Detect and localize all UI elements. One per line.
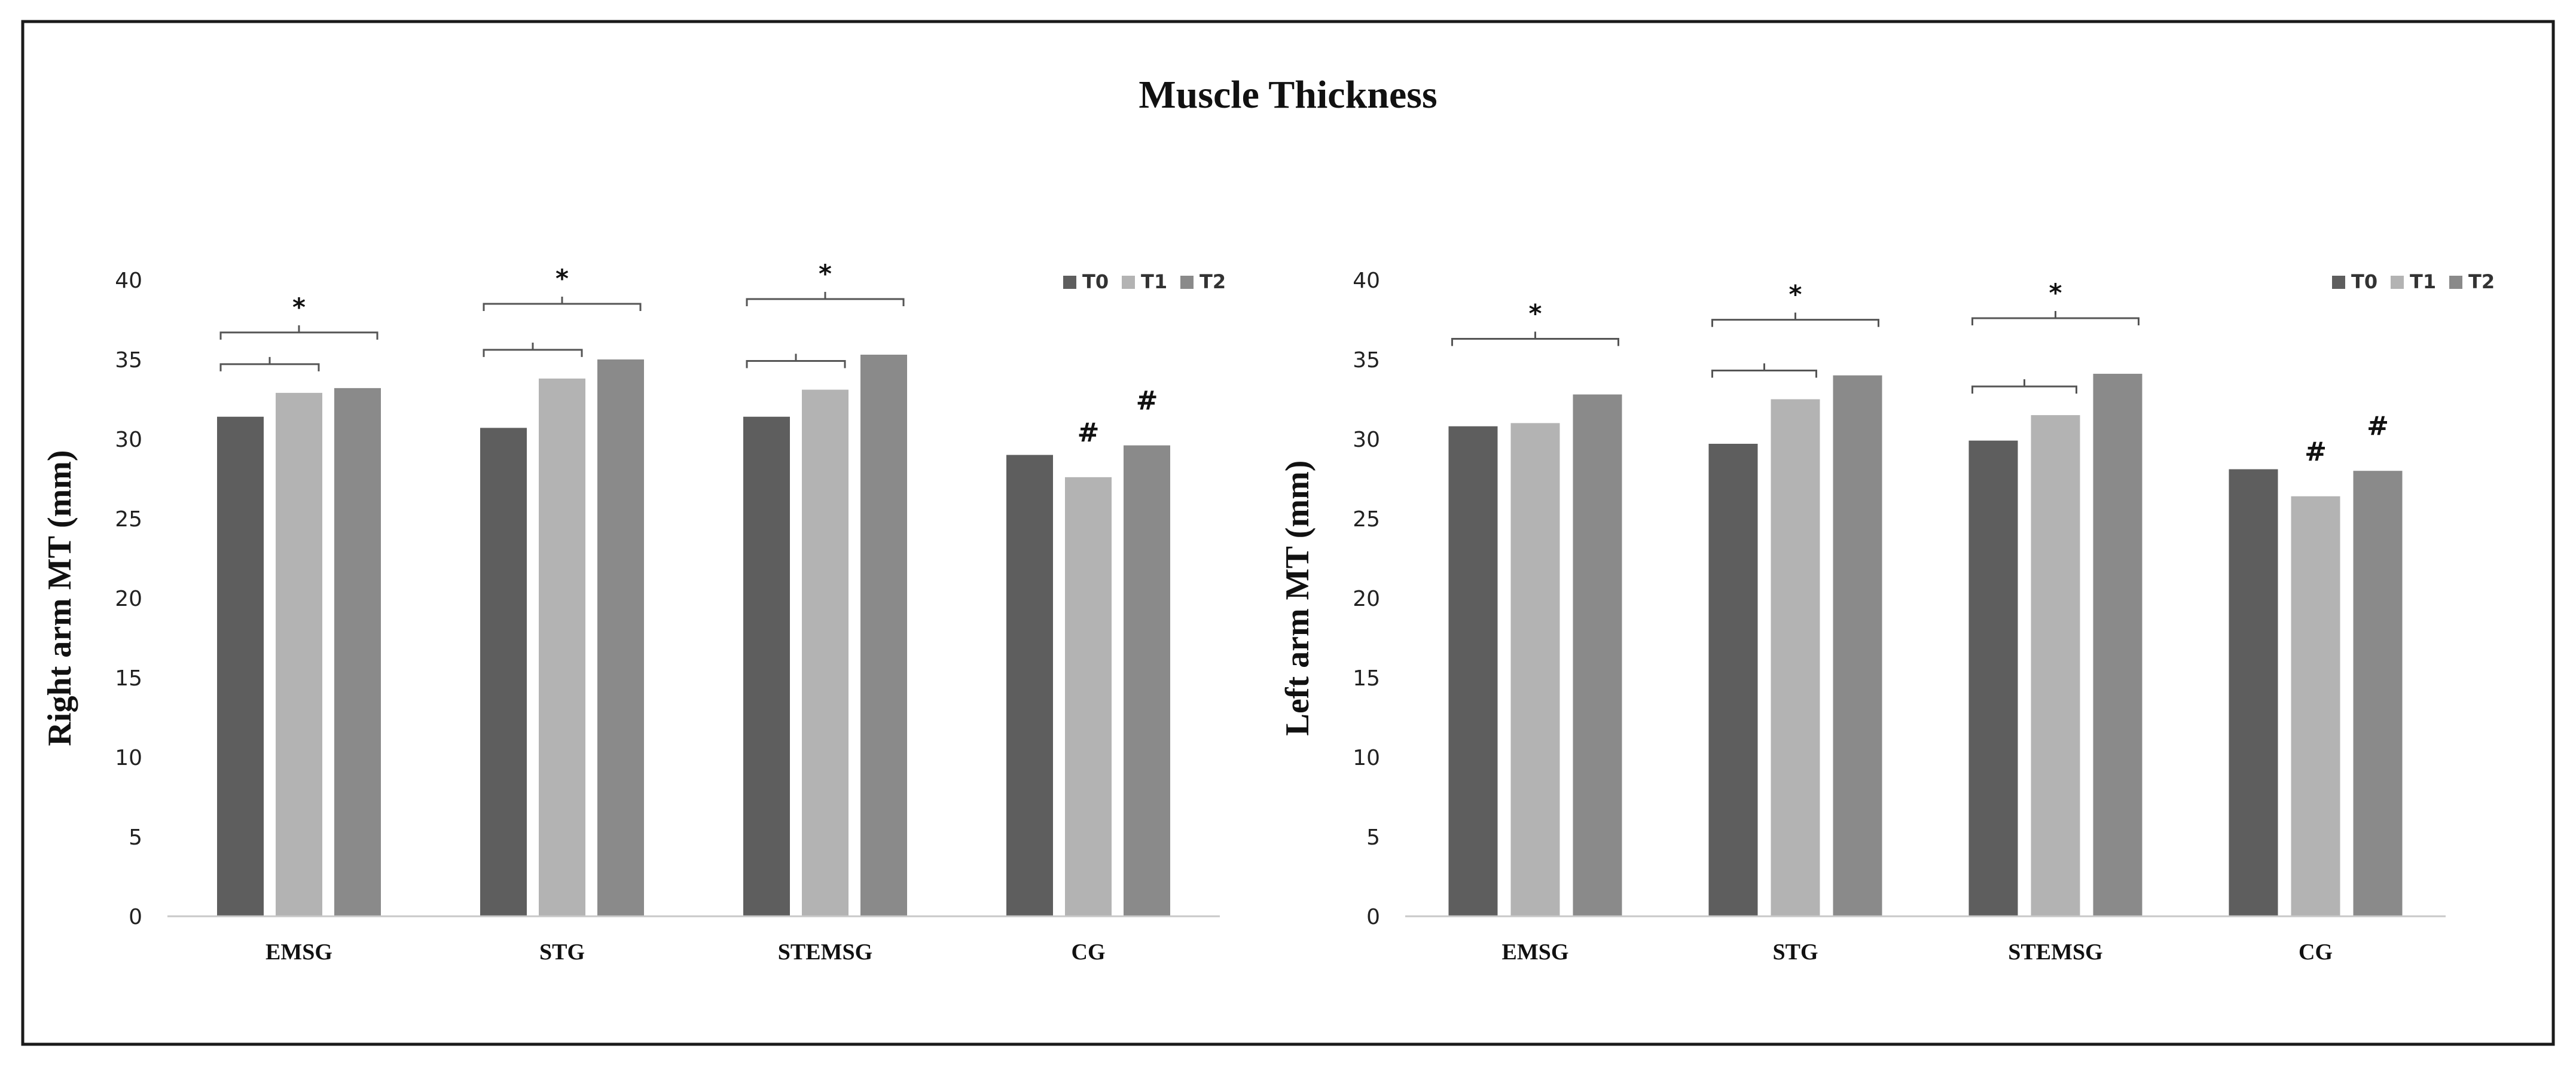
bar-t0-cg: [1006, 455, 1053, 916]
significance-bracket: [1971, 310, 2139, 325]
y-tick-label: 40: [115, 269, 142, 293]
x-tick-label: EMSG: [265, 940, 332, 965]
x-tick-label: STEMSG: [778, 940, 872, 965]
x-tick-label: STEMSG: [2008, 940, 2102, 965]
significance-hash: #: [2305, 437, 2327, 467]
y-tick-label: 35: [1353, 348, 1380, 373]
significance-bracket: [219, 356, 320, 371]
y-axis-label: Left arm MT (mm): [1279, 461, 1316, 736]
y-tick-label: 0: [129, 905, 142, 929]
bar-t2-cg: [2353, 471, 2403, 916]
figure-title: Muscle Thickness: [1139, 73, 1437, 117]
significance-star: *: [556, 264, 569, 293]
x-tick-label: CG: [2299, 940, 2333, 965]
significance-hash: #: [1136, 386, 1158, 416]
legend-label-t0: T0: [1082, 270, 1109, 293]
significance-bracket: [1711, 363, 1817, 378]
y-tick-label: 15: [1353, 666, 1380, 691]
significance-bracket: [1451, 331, 1619, 346]
significance-star: *: [1789, 280, 1802, 309]
y-tick-label: 0: [1366, 905, 1380, 929]
legend-swatch-t1: [2391, 276, 2404, 289]
legend-swatch-t0: [1063, 276, 1076, 289]
legend-swatch-t2: [1180, 276, 1194, 289]
y-tick-label: 35: [115, 348, 142, 373]
y-tick-label: 30: [1353, 428, 1380, 452]
legend-label-t0: T0: [2351, 270, 2377, 293]
bar-t0-stg: [480, 428, 527, 916]
x-tick-label: EMSG: [1502, 940, 1569, 965]
bar-t0-emsg: [217, 416, 264, 916]
y-tick-label: 10: [1353, 746, 1380, 770]
significance-bracket: [1711, 312, 1879, 327]
bar-t2-stg: [1833, 375, 1882, 916]
y-axis-label: Right arm MT (mm): [41, 450, 78, 746]
legend-label-t2: T2: [2468, 270, 2495, 293]
x-tick-label: CG: [1072, 940, 1106, 965]
bar-t2-stemsg: [2093, 373, 2142, 916]
significance-bracket: [746, 353, 846, 368]
bar-t1-stemsg: [2031, 415, 2080, 916]
y-tick-label: 40: [1353, 269, 1380, 293]
significance-star: *: [292, 292, 306, 322]
significance-hash: #: [2367, 411, 2389, 441]
significance-hash: #: [1078, 417, 1100, 448]
y-tick-label: 5: [129, 825, 142, 850]
bar-t2-emsg: [334, 388, 381, 916]
bar-t0-stemsg: [743, 416, 790, 916]
significance-star: *: [1529, 299, 1542, 328]
bar-t0-emsg: [1448, 426, 1498, 916]
chart-left-arm: 0 5 10 15 20 25 30 35 40 Left arm MT (mm) EMSG STG S…: [1279, 269, 2495, 965]
legend-swatch-t1: [1122, 276, 1135, 289]
legend-label-t1: T1: [2410, 270, 2436, 293]
bar-t1-stg: [1771, 399, 1820, 916]
bar-t1-stg: [539, 378, 585, 916]
bar-t1-emsg: [1510, 423, 1560, 916]
x-tick-label: STG: [1772, 940, 1818, 965]
bar-t1-cg: [2291, 496, 2340, 916]
legend-swatch-t0: [2332, 276, 2345, 289]
significance-bracket: [483, 297, 642, 311]
bar-t2-emsg: [1573, 394, 1622, 916]
y-tick-label: 30: [115, 428, 142, 452]
x-tick-label: STG: [539, 940, 585, 965]
y-tick-label: 25: [115, 507, 142, 532]
legend-label-t2: T2: [1200, 270, 1226, 293]
bar-t0-stg: [1708, 443, 1758, 916]
bar-t2-stemsg: [860, 355, 907, 916]
legend-label-t1: T1: [1141, 270, 1167, 293]
y-tick-label: 10: [115, 746, 142, 770]
significance-bracket: [219, 325, 379, 340]
significance-star: *: [819, 259, 832, 288]
bar-t1-emsg: [276, 392, 322, 916]
significance-star: *: [2049, 278, 2062, 307]
bar-t2-cg: [1124, 445, 1170, 916]
bar-t1-stemsg: [802, 389, 849, 916]
bar-t0-cg: [2229, 469, 2278, 916]
significance-bracket: [746, 292, 905, 307]
bar-t1-cg: [1065, 477, 1112, 916]
legend-swatch-t2: [2449, 276, 2462, 289]
bar-t2-stg: [597, 359, 644, 916]
y-tick-label: 20: [1353, 587, 1380, 611]
significance-bracket: [483, 342, 583, 357]
y-tick-label: 20: [115, 587, 142, 611]
bar-t0-stemsg: [1968, 440, 2018, 916]
y-tick-label: 5: [1366, 825, 1380, 850]
y-tick-label: 25: [1353, 507, 1380, 532]
y-tick-label: 15: [115, 666, 142, 691]
chart-right-arm: 0 5 10 15 20 25 30 35 40 Right arm MT (mm) EMSG STG…: [41, 259, 1226, 965]
significance-bracket: [1971, 379, 2077, 394]
